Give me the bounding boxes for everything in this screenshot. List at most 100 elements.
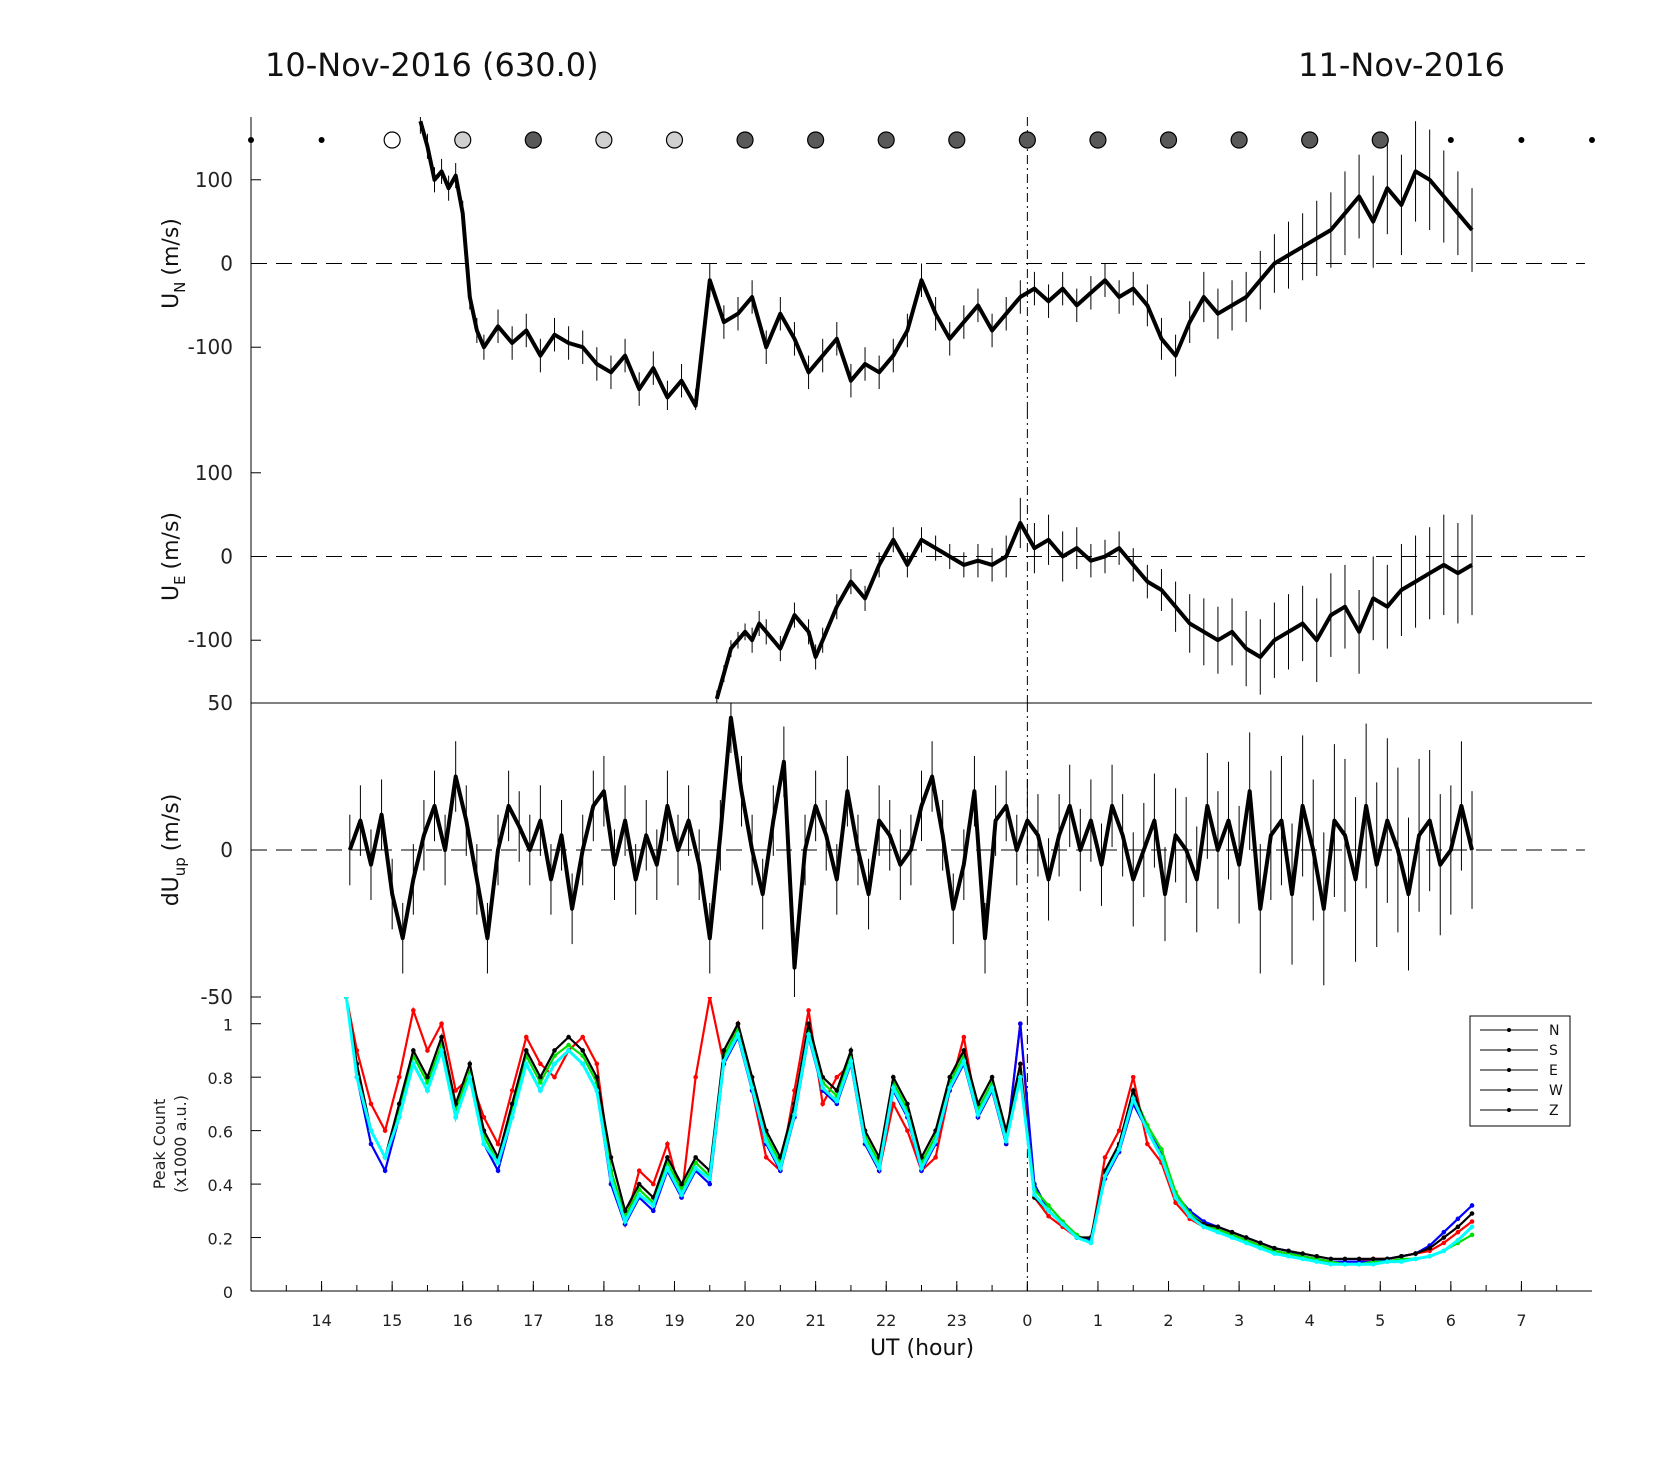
series-point-Z bbox=[961, 1058, 967, 1064]
series-point-Z bbox=[1060, 1221, 1065, 1227]
series-point-E bbox=[1469, 1203, 1475, 1208]
series-point-Z bbox=[848, 1058, 854, 1064]
panel-ue: 100 0 -100 UE (m/s) bbox=[159, 410, 1585, 703]
cloud-marker bbox=[1018, 131, 1036, 149]
series-point-Z bbox=[862, 1139, 868, 1144]
x-tick-label: 20 bbox=[735, 1311, 755, 1330]
series-point-N bbox=[961, 1048, 967, 1053]
series-point-S bbox=[425, 1048, 430, 1053]
plot-area-peak bbox=[343, 997, 1475, 1267]
series-point-Z bbox=[890, 1085, 896, 1091]
series-point-Z bbox=[933, 1139, 938, 1144]
series-point-Z bbox=[1046, 1208, 1051, 1214]
series-point-S bbox=[453, 1088, 458, 1093]
y-tick-label: -100 bbox=[188, 335, 233, 359]
series-point-S bbox=[411, 1008, 416, 1013]
x-tick-label: 1 bbox=[1093, 1311, 1103, 1330]
series-point-N bbox=[665, 1155, 670, 1160]
legend-label-Z: Z bbox=[1549, 1103, 1559, 1119]
wind-line bbox=[418, 120, 1474, 408]
series-point-N bbox=[509, 1101, 515, 1107]
cloud-marker bbox=[383, 131, 401, 149]
series-point-Z bbox=[1342, 1261, 1348, 1267]
x-tick-label: 3 bbox=[1234, 1311, 1244, 1330]
plot-area-dup bbox=[347, 703, 1474, 997]
cloud-marker bbox=[1230, 131, 1248, 149]
series-point-Z bbox=[538, 1088, 543, 1093]
series-point-N bbox=[1328, 1256, 1334, 1262]
series-point-Z bbox=[1215, 1229, 1221, 1235]
y-label-sub: N bbox=[171, 282, 189, 293]
series-point-N bbox=[425, 1074, 430, 1080]
series-point-S bbox=[1046, 1213, 1051, 1219]
series-point-S bbox=[763, 1155, 769, 1160]
series-point-Z bbox=[876, 1165, 882, 1171]
series-point-Z bbox=[1385, 1259, 1390, 1264]
y-label-unit: (m/s) bbox=[159, 512, 184, 569]
series-point-Z bbox=[368, 1128, 374, 1133]
cloud-marker bbox=[1371, 131, 1389, 149]
series-point-Z bbox=[975, 1112, 981, 1117]
series-point-Z bbox=[792, 1112, 797, 1117]
series-point-Z bbox=[481, 1141, 487, 1147]
series-point-S bbox=[905, 1128, 910, 1133]
series-point-S bbox=[834, 1074, 840, 1080]
y-label-main: dU bbox=[159, 876, 184, 906]
cloud-marker bbox=[736, 131, 754, 149]
x-tick-label: 17 bbox=[523, 1311, 543, 1330]
series-point-N bbox=[1300, 1251, 1305, 1256]
series-point-Z bbox=[989, 1085, 995, 1091]
series-point-Z bbox=[820, 1085, 825, 1091]
series-point-W bbox=[566, 1042, 571, 1048]
series-point-E bbox=[382, 1168, 388, 1174]
series-point-Z bbox=[1229, 1235, 1235, 1240]
y-tick-label: 0.4 bbox=[208, 1176, 233, 1195]
series-point-Z bbox=[1300, 1256, 1305, 1262]
series-point-S bbox=[806, 1008, 811, 1013]
panel-un: 100 0 -100 UN (m/s) bbox=[159, 117, 1595, 410]
series-point-S bbox=[481, 1114, 487, 1120]
series-point-N bbox=[1243, 1235, 1249, 1240]
plot-area-un bbox=[418, 117, 1474, 410]
y-axis-label: dUup (m/s) bbox=[159, 794, 189, 907]
series-point-Z bbox=[1032, 1192, 1037, 1198]
series-point-N bbox=[538, 1074, 543, 1080]
series-point-N bbox=[1370, 1256, 1376, 1262]
series-point-S bbox=[1441, 1240, 1447, 1246]
series-point-N bbox=[834, 1088, 840, 1093]
series-point-N bbox=[439, 1034, 444, 1040]
legend-marker bbox=[1507, 1108, 1511, 1112]
series-point-Z bbox=[396, 1114, 402, 1120]
y-label-main: U bbox=[159, 585, 184, 601]
series-point-N bbox=[1257, 1240, 1263, 1246]
y-tick-label: 0 bbox=[220, 545, 233, 569]
left-title: 10-Nov-2016 (630.0) bbox=[265, 46, 599, 84]
series-point-N bbox=[989, 1074, 995, 1080]
series-point-S bbox=[1455, 1229, 1461, 1235]
series-point-N bbox=[566, 1034, 571, 1040]
series-point-Z bbox=[1286, 1253, 1291, 1259]
series-point-S bbox=[396, 1074, 402, 1080]
series-point-E bbox=[651, 1208, 656, 1214]
series-point-S bbox=[523, 1034, 529, 1040]
series-point-N bbox=[1314, 1253, 1320, 1259]
series-point-S bbox=[552, 1074, 557, 1080]
y-tick-label: 0.8 bbox=[208, 1069, 233, 1088]
series-point-N bbox=[594, 1074, 600, 1080]
cloud-marker bbox=[1589, 137, 1595, 143]
series-point-S bbox=[1116, 1128, 1122, 1133]
series-point-N bbox=[1455, 1224, 1461, 1230]
wind-line bbox=[714, 521, 1474, 700]
series-point-Z bbox=[354, 1074, 360, 1080]
series-point-Z bbox=[1018, 1074, 1023, 1080]
series-point-Z bbox=[1173, 1195, 1178, 1200]
series-point-Z bbox=[1201, 1224, 1207, 1230]
y-axis-label: UN (m/s) bbox=[159, 218, 189, 309]
series-point-Z bbox=[552, 1061, 557, 1067]
cloud-marker bbox=[1159, 131, 1178, 149]
series-point-S bbox=[368, 1101, 374, 1107]
x-tick-label: 2 bbox=[1163, 1311, 1173, 1330]
series-point-Z bbox=[523, 1061, 529, 1067]
series-point-Z bbox=[735, 1032, 741, 1037]
wind-line bbox=[347, 715, 1474, 970]
